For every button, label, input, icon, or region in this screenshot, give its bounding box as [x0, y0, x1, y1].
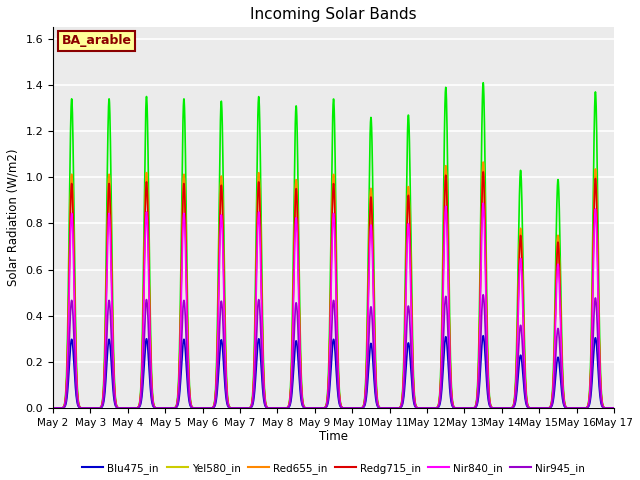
Redg715_in — [539, 405, 547, 411]
Red655_in — [611, 405, 618, 411]
Red655_in — [539, 405, 547, 411]
Redg715_in — [479, 169, 487, 175]
Line: Redg715_in: Redg715_in — [53, 172, 614, 408]
Nir945_in — [289, 371, 296, 377]
Line: Red655_in: Red655_in — [53, 162, 614, 408]
Red655_in — [479, 159, 487, 165]
Nir840_in — [539, 405, 547, 411]
Red655_in — [264, 405, 272, 411]
Blu475_in — [264, 405, 272, 411]
Redg715_in — [147, 337, 154, 343]
Yel580_in — [600, 404, 607, 409]
Blu475_in — [113, 405, 121, 410]
Title: Incoming Solar Bands: Incoming Solar Bands — [250, 7, 417, 22]
Gm535_in — [479, 80, 487, 85]
Line: Blu475_in: Blu475_in — [53, 336, 614, 408]
Red655_in — [289, 332, 296, 337]
Yel580_in — [289, 332, 296, 337]
Redg715_in — [113, 404, 121, 410]
Nir840_in — [147, 346, 154, 352]
Red655_in — [113, 404, 121, 409]
X-axis label: Time: Time — [319, 431, 348, 444]
Gm535_in — [147, 312, 154, 317]
Line: Gm535_in: Gm535_in — [53, 83, 614, 408]
Red655_in — [600, 404, 607, 409]
Redg715_in — [600, 404, 607, 409]
Nir840_in — [113, 404, 121, 410]
Nir945_in — [611, 405, 618, 411]
Nir840_in — [289, 344, 296, 349]
Y-axis label: Solar Radiation (W/m2): Solar Radiation (W/m2) — [7, 149, 20, 287]
Legend: Blu475_in, Gm535_in, Yel580_in, Red655_in, Redg715_in, Nir840_in, Nir945_in: Blu475_in, Gm535_in, Yel580_in, Red655_i… — [77, 459, 589, 480]
Redg715_in — [289, 335, 296, 340]
Yel580_in — [147, 335, 154, 340]
Nir840_in — [49, 405, 57, 411]
Gm535_in — [49, 405, 57, 411]
Yel580_in — [611, 405, 618, 411]
Blu475_in — [289, 384, 296, 389]
Blu475_in — [600, 405, 607, 410]
Blu475_in — [49, 405, 57, 411]
Red655_in — [49, 405, 57, 411]
Blu475_in — [479, 333, 487, 338]
Nir840_in — [479, 200, 487, 206]
Gm535_in — [539, 405, 547, 411]
Redg715_in — [49, 405, 57, 411]
Nir945_in — [264, 405, 272, 411]
Blu475_in — [147, 384, 154, 390]
Nir945_in — [147, 372, 154, 378]
Redg715_in — [611, 405, 618, 411]
Line: Nir945_in: Nir945_in — [53, 295, 614, 408]
Nir945_in — [479, 292, 487, 298]
Yel580_in — [264, 405, 272, 411]
Gm535_in — [113, 404, 121, 409]
Gm535_in — [611, 405, 618, 411]
Red655_in — [147, 335, 154, 340]
Nir945_in — [600, 405, 607, 410]
Nir840_in — [611, 405, 618, 411]
Yel580_in — [113, 404, 121, 409]
Yel580_in — [479, 159, 487, 165]
Nir840_in — [600, 404, 607, 410]
Nir945_in — [49, 405, 57, 411]
Nir945_in — [539, 405, 547, 411]
Line: Yel580_in: Yel580_in — [53, 162, 614, 408]
Nir945_in — [113, 405, 121, 410]
Blu475_in — [539, 405, 547, 411]
Line: Nir840_in: Nir840_in — [53, 203, 614, 408]
Blu475_in — [611, 405, 618, 411]
Yel580_in — [539, 405, 547, 411]
Gm535_in — [600, 403, 607, 409]
Nir840_in — [264, 405, 272, 411]
Gm535_in — [289, 308, 296, 313]
Yel580_in — [49, 405, 57, 411]
Gm535_in — [264, 405, 272, 411]
Text: BA_arable: BA_arable — [61, 35, 131, 48]
Redg715_in — [264, 405, 272, 411]
